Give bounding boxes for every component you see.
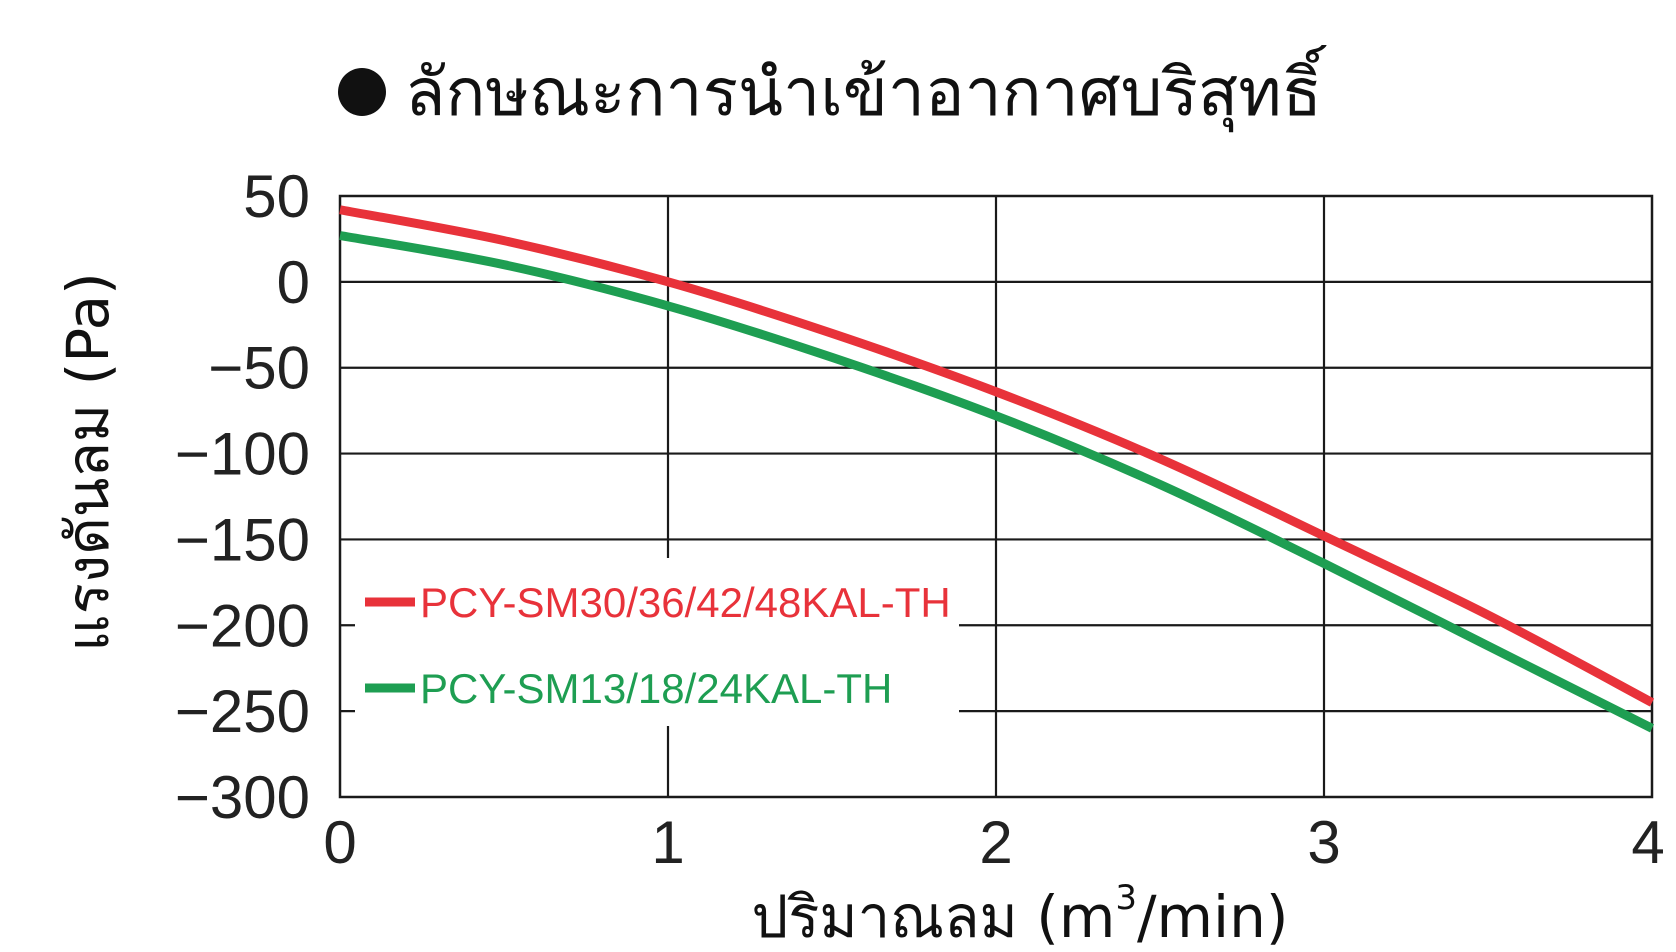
x-tick-label: 4 xyxy=(1631,809,1664,876)
chart-title: ลักษณะการนำเข้าอากาศบริสุทธิ์ xyxy=(405,45,1327,133)
y-tick-label: −200 xyxy=(175,592,310,659)
y-tick-labels: 50 0 −50 −100 −150 −200 −250 −300 xyxy=(175,163,310,831)
x-tick-label: 0 xyxy=(323,809,356,876)
series-lines xyxy=(339,205,1655,733)
y-tick-label: 50 xyxy=(243,163,310,230)
y-tick-label: 0 xyxy=(277,249,310,316)
x-axis-label-end: /min) xyxy=(1137,883,1289,951)
legend-background xyxy=(355,558,959,726)
legend-label: PCY-SM13/18/24KAL-TH xyxy=(420,665,892,712)
x-axis-label-sup: 3 xyxy=(1115,878,1137,918)
y-axis-label: แรงดันลม (Pa) xyxy=(54,272,122,652)
legend: PCY-SM30/36/42/48KAL-TH PCY-SM13/18/24KAL… xyxy=(355,558,959,726)
y-tick-label: −250 xyxy=(175,678,310,745)
x-tick-label: 3 xyxy=(1307,809,1340,876)
x-tick-label: 2 xyxy=(979,809,1012,876)
y-tick-label: −50 xyxy=(208,335,310,402)
y-tick-label: −300 xyxy=(175,764,310,831)
legend-label: PCY-SM30/36/42/48KAL-TH xyxy=(420,579,951,626)
series-line-1 xyxy=(339,205,1655,707)
x-tick-label: 1 xyxy=(651,809,684,876)
x-axis-label-main: ปริมาณลม (m xyxy=(751,883,1115,951)
y-tick-label: −150 xyxy=(175,506,310,573)
y-tick-label: −100 xyxy=(175,421,310,488)
x-tick-labels: 0 1 2 3 4 xyxy=(323,809,1664,876)
x-axis-label: ปริมาณลม (m3/min) xyxy=(751,878,1288,951)
title-bullet-icon xyxy=(338,68,386,116)
series-line-2 xyxy=(339,231,1655,733)
